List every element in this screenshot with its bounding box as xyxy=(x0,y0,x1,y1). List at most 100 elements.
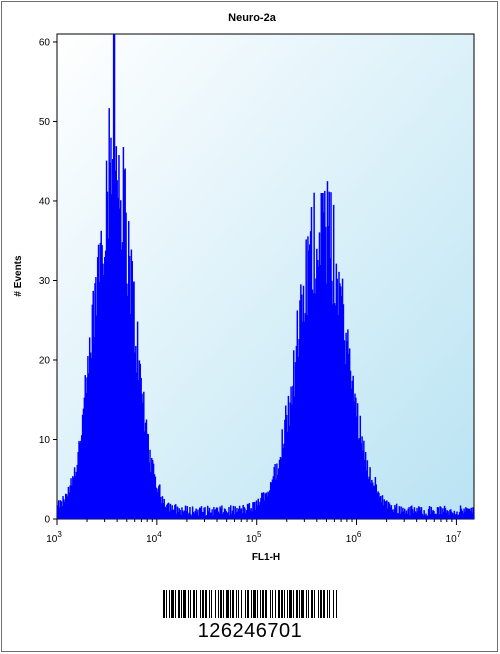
x-tick-label: 107 xyxy=(446,530,462,545)
histogram-bar xyxy=(226,513,228,519)
histogram-bar xyxy=(421,513,424,519)
histogram-bar xyxy=(179,510,181,519)
histogram-bar xyxy=(209,512,212,519)
histogram-bar xyxy=(75,471,78,519)
histogram-bar xyxy=(231,510,234,519)
y-tick-label: 50 xyxy=(39,117,51,128)
histogram-bar xyxy=(372,485,375,519)
histogram-bar xyxy=(306,315,308,519)
histogram-bar xyxy=(193,513,196,519)
histogram-bar xyxy=(68,492,71,519)
histogram-bar xyxy=(386,500,388,519)
histogram-bar xyxy=(282,447,284,519)
histogram-bar xyxy=(223,508,226,519)
histogram-bar xyxy=(245,510,248,519)
histogram-bar xyxy=(388,503,391,519)
histogram-bar xyxy=(413,507,416,519)
histogram-bar xyxy=(260,498,262,519)
histogram-bar xyxy=(427,509,430,519)
histogram-bar xyxy=(64,501,66,519)
histogram-bar xyxy=(222,512,225,519)
histogram-bar xyxy=(338,271,340,519)
histogram-bar xyxy=(104,250,107,520)
histogram-bar xyxy=(460,508,463,519)
histogram-bar xyxy=(60,501,63,519)
histogram-bar xyxy=(122,147,125,520)
histogram-bar xyxy=(317,266,320,519)
histogram-bar xyxy=(327,226,330,519)
histogram-bar xyxy=(65,494,68,519)
histogram-bar xyxy=(210,512,212,519)
histogram-bar xyxy=(363,459,366,519)
barcode-bar xyxy=(293,590,294,618)
histogram-bar xyxy=(142,402,144,519)
histogram-bar xyxy=(277,468,280,519)
histogram-bar xyxy=(186,506,189,519)
histogram-bar xyxy=(115,146,118,519)
histogram-bar xyxy=(381,495,384,519)
histogram-bar xyxy=(417,510,419,519)
histogram-bar xyxy=(248,503,251,519)
histogram-bar xyxy=(72,476,74,519)
histogram-bar xyxy=(418,507,421,519)
barcode-bar xyxy=(299,590,300,618)
histogram-bar xyxy=(333,303,336,519)
histogram-bar xyxy=(113,34,116,519)
histogram-bar xyxy=(401,511,403,519)
y-axis: 0 10 20 30 40 50 60 xyxy=(39,37,57,526)
histogram-bar xyxy=(85,392,87,519)
histogram-bar xyxy=(340,286,342,519)
histogram-bar xyxy=(100,230,102,519)
histogram-bar xyxy=(84,375,86,519)
histogram-bar xyxy=(341,278,344,519)
histogram-bar xyxy=(111,194,113,519)
histogram-bar xyxy=(307,236,309,520)
histogram-bar xyxy=(371,479,373,519)
histogram-bar xyxy=(436,507,439,519)
barcode-bar xyxy=(181,590,182,618)
histogram-bar xyxy=(442,511,445,519)
histogram-bar xyxy=(57,500,60,519)
histogram-bar xyxy=(151,457,153,519)
histogram-bar xyxy=(428,506,431,519)
histogram-bar xyxy=(291,404,293,519)
histogram-bar xyxy=(155,487,157,519)
histogram-bar xyxy=(393,509,395,519)
histogram-bar xyxy=(106,191,109,519)
histogram-bar xyxy=(326,181,329,519)
histogram-bar xyxy=(173,509,175,519)
histogram-bar xyxy=(432,509,434,519)
barcode-number: 126246701 xyxy=(197,620,303,642)
histogram-bar xyxy=(232,505,235,519)
histogram-bar xyxy=(312,293,315,519)
barcode-bar xyxy=(301,590,304,618)
histogram-bar xyxy=(424,515,426,519)
barcode-bar xyxy=(193,590,195,618)
histogram-bar xyxy=(336,278,338,519)
histogram-bar xyxy=(458,514,460,519)
histogram-bar xyxy=(410,506,412,519)
histogram-bar xyxy=(379,495,382,519)
histogram-bar xyxy=(96,315,98,519)
barcode-bar xyxy=(306,590,307,618)
histogram-bar xyxy=(125,212,127,519)
histogram-bar xyxy=(216,507,219,519)
histogram-bar xyxy=(358,438,361,519)
histogram-bar xyxy=(234,506,236,519)
histogram-bar xyxy=(233,514,236,519)
barcode-bar xyxy=(333,590,334,618)
barcode-bar xyxy=(175,590,176,618)
histogram-bar xyxy=(126,283,128,519)
histogram-bar xyxy=(214,509,217,519)
barcode-bar xyxy=(209,590,210,618)
histogram-bar xyxy=(387,508,389,519)
histogram-bar xyxy=(378,492,380,519)
histogram-bar xyxy=(218,513,220,519)
histogram-bar xyxy=(406,513,409,519)
histogram-bar xyxy=(437,507,440,519)
histogram-bar xyxy=(95,277,97,519)
histogram-bar xyxy=(221,505,223,519)
barcode-bar xyxy=(327,590,328,618)
histogram-bar xyxy=(409,515,411,519)
histogram-bar xyxy=(131,261,134,519)
